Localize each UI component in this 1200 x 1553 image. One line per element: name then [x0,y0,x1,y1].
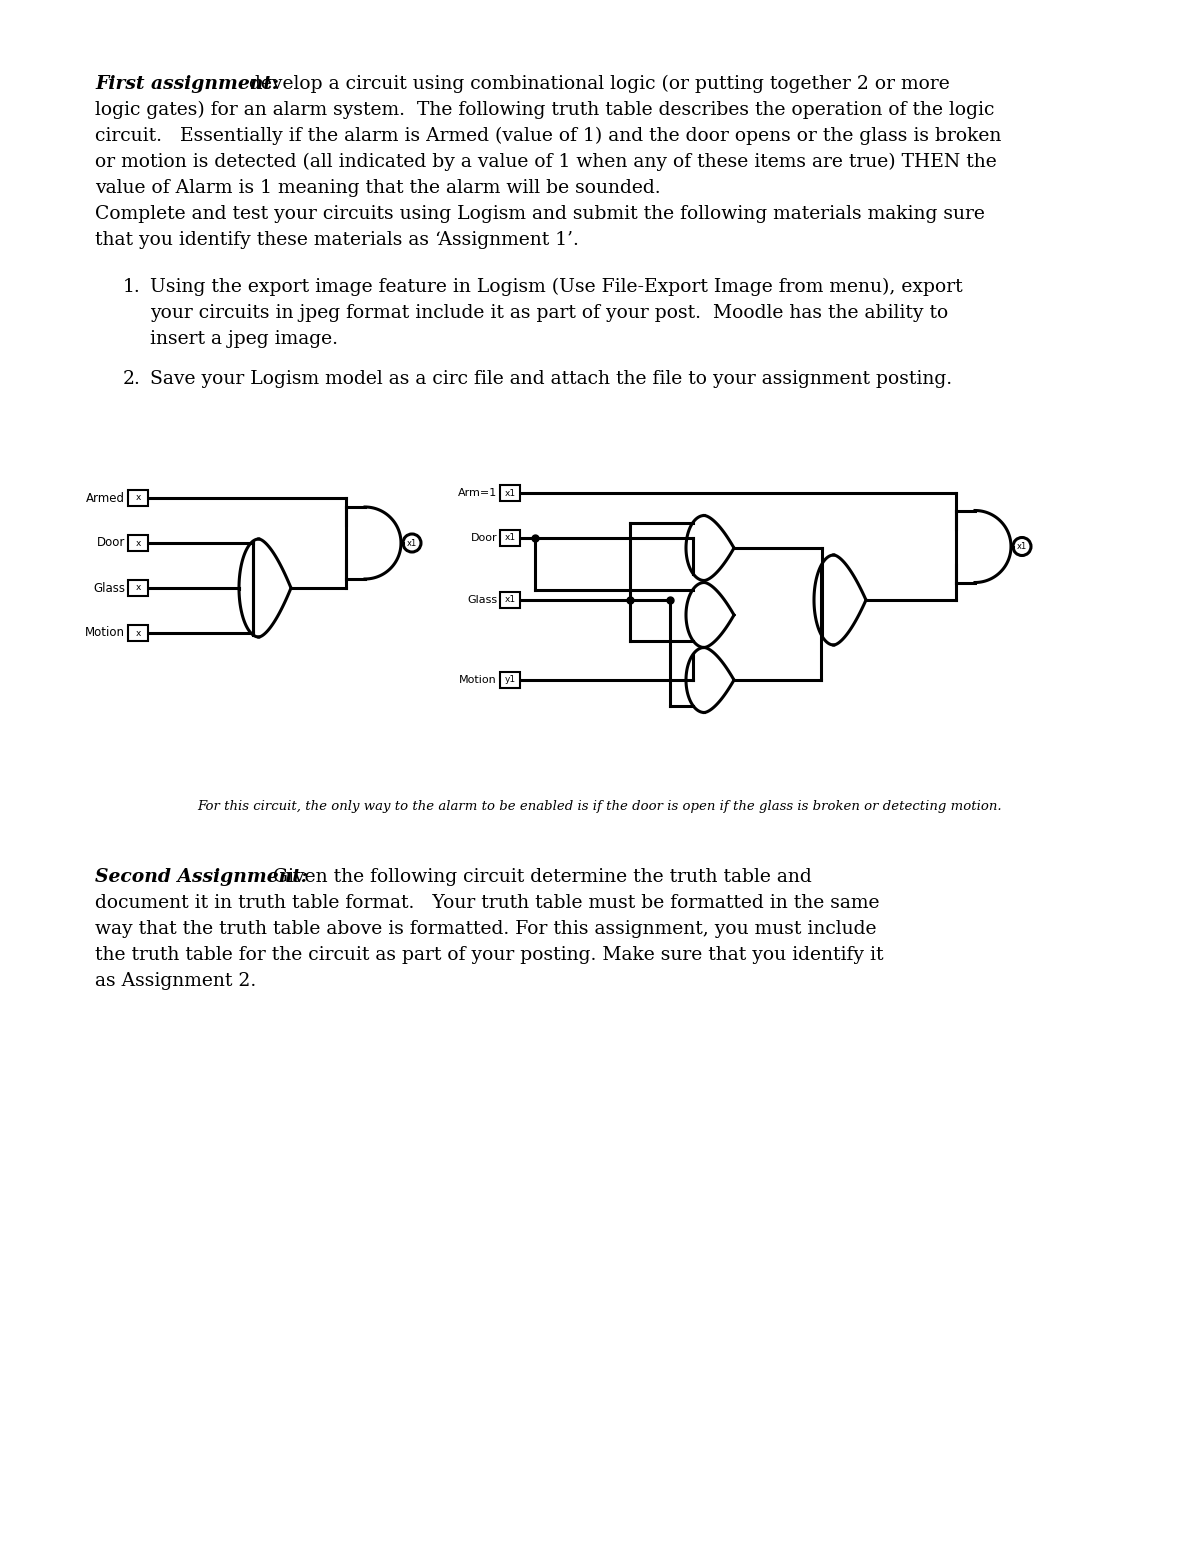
Text: 1.: 1. [124,278,140,297]
Text: x: x [136,629,140,637]
Text: document it in truth table format.   Your truth table must be formatted in the s: document it in truth table format. Your … [95,895,880,912]
Text: develop a circuit using combinational logic (or putting together 2 or more: develop a circuit using combinational lo… [242,75,949,93]
Text: logic gates) for an alarm system.  The following truth table describes the opera: logic gates) for an alarm system. The fo… [95,101,995,120]
Text: Glass: Glass [467,595,497,606]
Text: the truth table for the circuit as part of your posting. Make sure that you iden: the truth table for the circuit as part … [95,946,883,964]
Bar [128,534,148,551]
Text: Glass: Glass [94,581,125,595]
Text: Door: Door [97,536,125,550]
Text: y1: y1 [504,676,516,685]
Text: Arm=1: Arm=1 [457,488,497,499]
Text: or motion is detected (all indicated by a value of 1 when any of these items are: or motion is detected (all indicated by … [95,154,997,171]
Text: First assignment:: First assignment: [95,75,278,93]
Text: value of Alarm is 1 meaning that the alarm will be sounded.: value of Alarm is 1 meaning that the ala… [95,179,661,197]
Bar [128,624,148,641]
Text: x: x [136,539,140,548]
Bar [500,485,520,502]
Text: Door: Door [470,533,497,544]
Bar [500,592,520,609]
Text: way that the truth table above is formatted. For this assignment, you must inclu: way that the truth table above is format… [95,919,876,938]
Bar [500,530,520,547]
Text: x1: x1 [407,539,418,548]
Bar [500,672,520,688]
Text: x1: x1 [1016,542,1027,551]
Text: x: x [136,494,140,503]
Text: Motion: Motion [85,626,125,640]
Bar [128,579,148,596]
Text: insert a jpeg image.: insert a jpeg image. [150,329,338,348]
Text: as Assignment 2.: as Assignment 2. [95,972,257,989]
Text: Save your Logism model as a circ file and attach the file to your assignment pos: Save your Logism model as a circ file an… [150,370,952,388]
Text: x1: x1 [504,534,516,542]
Text: Armed: Armed [86,491,125,505]
Text: Second Assignment:: Second Assignment: [95,868,307,887]
Bar [128,491,148,506]
Text: 2.: 2. [124,370,140,388]
Text: circuit.   Essentially if the alarm is Armed (value of 1) and the door opens or : circuit. Essentially if the alarm is Arm… [95,127,1001,146]
Text: that you identify these materials as ‘Assignment 1’.: that you identify these materials as ‘As… [95,231,578,248]
Text: x: x [136,584,140,593]
Text: For this circuit, the only way to the alarm to be enabled is if the door is open: For this circuit, the only way to the al… [198,800,1002,814]
Text: Using the export image feature in Logism (Use File-Export Image from menu), expo: Using the export image feature in Logism… [150,278,962,297]
Text: Complete and test your circuits using Logism and submit the following materials : Complete and test your circuits using Lo… [95,205,985,224]
Text: x1: x1 [504,489,516,497]
Text: Motion: Motion [460,676,497,685]
Text: Given the following circuit determine the truth table and: Given the following circuit determine th… [266,868,811,887]
Text: your circuits in jpeg format include it as part of your post.  Moodle has the ab: your circuits in jpeg format include it … [150,304,948,321]
Text: x1: x1 [504,595,516,604]
